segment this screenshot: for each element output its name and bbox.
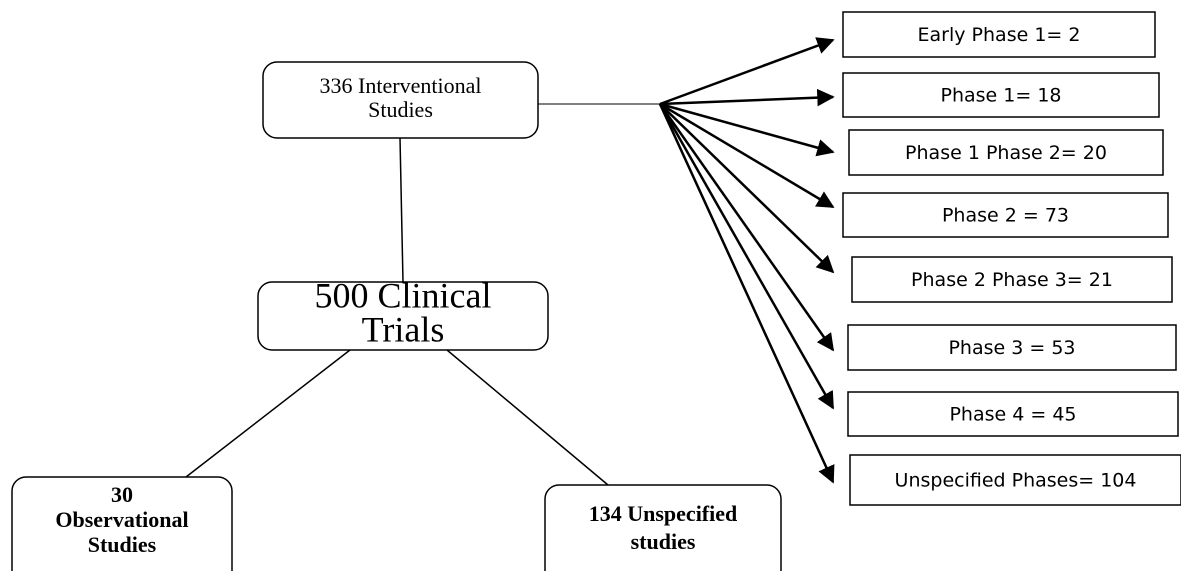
phase-label: Unspecified Phases= 104 <box>895 470 1137 492</box>
node-label: Studies <box>368 97 433 122</box>
node-label: Trials <box>362 309 445 349</box>
phase-label: Phase 1 Phase 2= 20 <box>905 142 1107 164</box>
node-box <box>262 61 539 139</box>
node-label: 30 <box>111 482 133 507</box>
arrow <box>658 103 835 352</box>
phase-box <box>848 129 1164 176</box>
arrow <box>659 88 835 107</box>
phase-box <box>847 391 1179 437</box>
connectors <box>185 103 660 486</box>
arrow <box>659 102 835 157</box>
node-label: 336 Interventional <box>320 73 482 98</box>
phase-label: Phase 4 = 45 <box>949 404 1076 426</box>
arrow <box>659 102 835 209</box>
phase-label: Early Phase 1= 2 <box>918 24 1081 46</box>
connector <box>399 137 404 283</box>
arrow <box>659 103 835 274</box>
phase-box <box>842 192 1169 238</box>
node-label: 134 Unspecified <box>589 501 738 526</box>
phase-box <box>842 72 1160 118</box>
phase-box <box>842 11 1156 58</box>
phase-label: Phase 2 = 73 <box>942 205 1069 227</box>
connector <box>185 349 351 478</box>
node-box <box>544 484 782 571</box>
node-label: Studies <box>88 532 157 557</box>
node-label: studies <box>631 529 696 554</box>
phase-box <box>851 256 1173 303</box>
node-box <box>11 476 233 571</box>
phase-label: Phase 2 Phase 3= 21 <box>911 269 1113 291</box>
node-box <box>257 281 549 351</box>
arrow <box>658 103 835 484</box>
arrow <box>658 103 835 410</box>
phase-label: Phase 3 = 53 <box>948 337 1075 359</box>
phase-box <box>847 324 1177 371</box>
arrow <box>659 37 835 106</box>
arrows <box>658 37 835 484</box>
connector <box>446 349 609 486</box>
node-label: Observational <box>55 507 188 532</box>
phase-label: Phase 1= 18 <box>941 85 1062 107</box>
node-label: 500 Clinical <box>315 275 492 315</box>
phase-box <box>849 454 1181 506</box>
